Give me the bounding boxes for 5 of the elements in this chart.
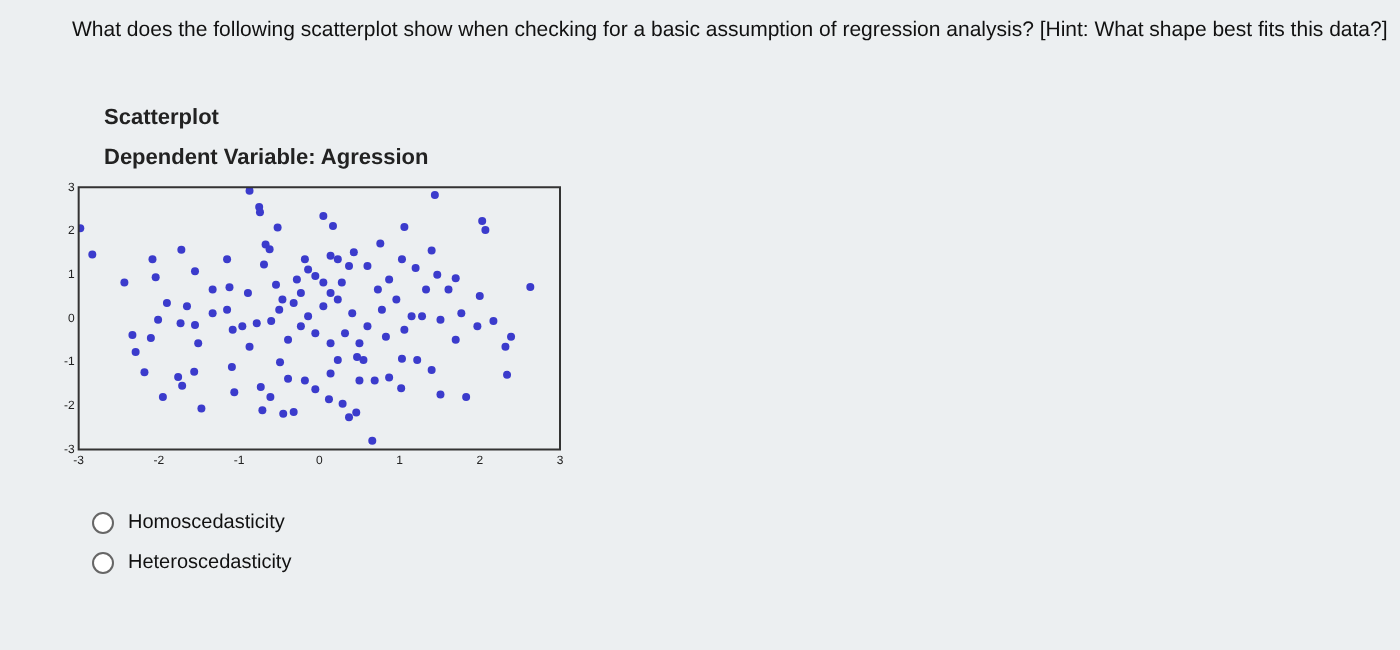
text: Heteroscedasticity — [128, 552, 292, 574]
chart-title: Scatterplot — [104, 106, 219, 130]
text: Homoscedasticity — [128, 512, 285, 534]
text: What does the following scatterplot show when checking for a basic assumption of regression analysis? [Hint: What shape best fits this data?] — [72, 18, 1388, 42]
chart-subtitle: Dependent Variable: Agression — [104, 146, 429, 170]
